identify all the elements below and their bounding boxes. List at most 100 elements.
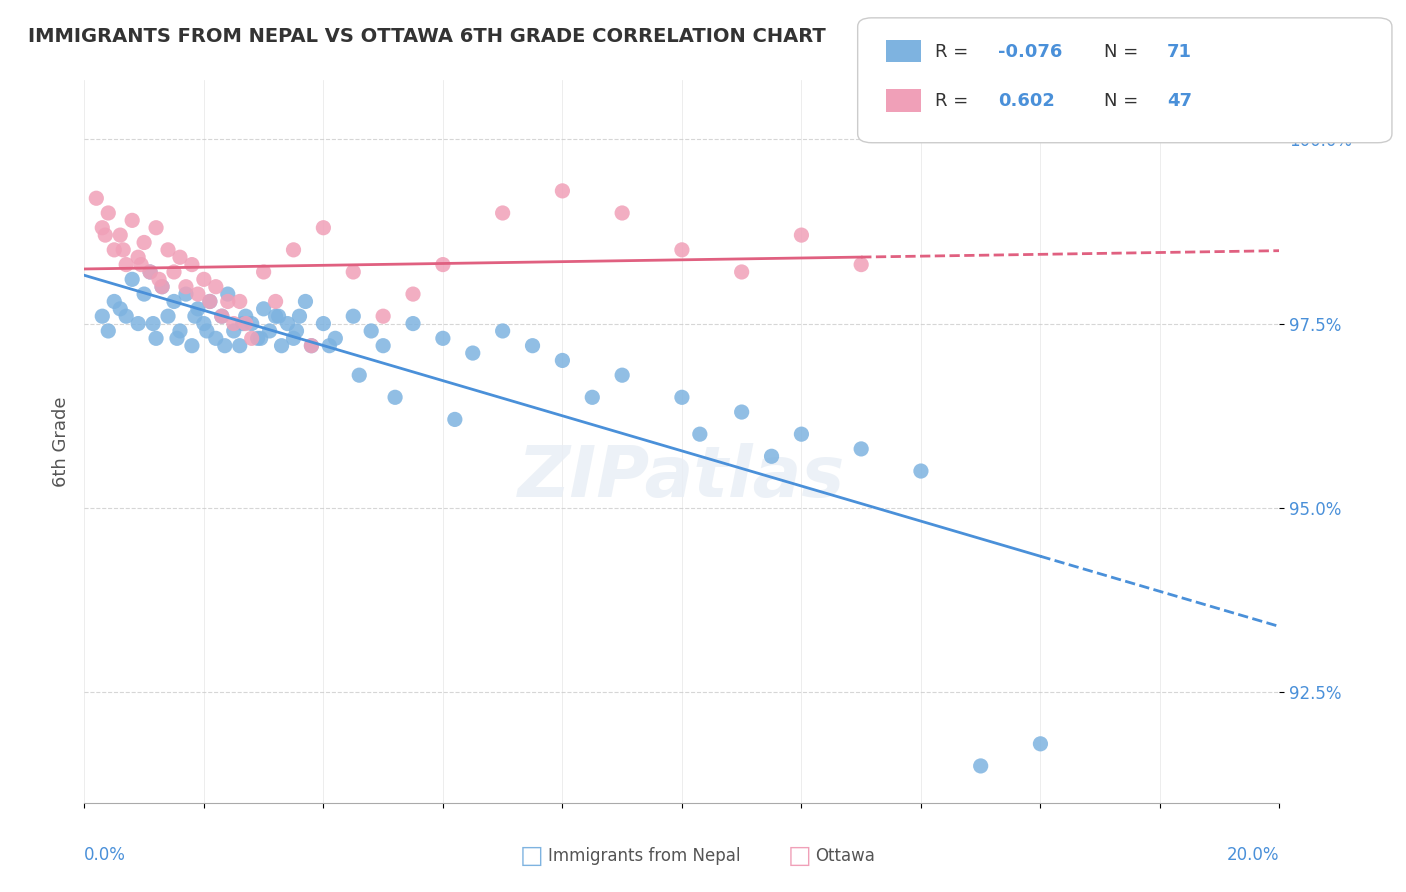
- Point: [249, 331, 271, 345]
- Point: [139, 265, 162, 279]
- Point: [264, 294, 287, 309]
- Point: [349, 368, 371, 383]
- Point: [731, 405, 754, 419]
- Point: [581, 390, 603, 404]
- Point: [110, 301, 132, 316]
- Text: 0.0%: 0.0%: [84, 847, 127, 864]
- Point: [163, 294, 186, 309]
- Point: [689, 427, 711, 442]
- Point: [229, 294, 252, 309]
- Point: [384, 390, 406, 404]
- Point: [222, 317, 245, 331]
- Text: ZIPatlas: ZIPatlas: [519, 443, 845, 512]
- Point: [110, 228, 132, 243]
- Point: [851, 258, 873, 272]
- Point: [402, 317, 425, 331]
- Point: [97, 206, 120, 220]
- Point: [198, 294, 221, 309]
- Text: R =: R =: [935, 92, 974, 110]
- Point: [94, 228, 117, 243]
- Point: [970, 759, 993, 773]
- Point: [461, 346, 484, 360]
- Point: [211, 309, 233, 323]
- Point: [127, 317, 149, 331]
- Point: [851, 442, 873, 456]
- Point: [193, 317, 215, 331]
- Text: 0.602: 0.602: [998, 92, 1054, 110]
- Point: [103, 294, 125, 309]
- Point: [169, 250, 191, 264]
- Point: [267, 309, 290, 323]
- Point: [132, 235, 156, 250]
- Text: 47: 47: [1167, 92, 1192, 110]
- Point: [86, 191, 108, 205]
- Point: [264, 309, 287, 323]
- Point: [166, 331, 188, 345]
- Point: [240, 331, 263, 345]
- Point: [235, 309, 257, 323]
- Text: Source: ZipAtlas.com: Source: ZipAtlas.com: [1230, 27, 1378, 41]
- Text: N =: N =: [1104, 43, 1143, 61]
- Point: [1029, 737, 1052, 751]
- Point: [373, 339, 395, 353]
- Point: [115, 258, 138, 272]
- Point: [492, 206, 515, 220]
- Point: [97, 324, 120, 338]
- Point: [150, 279, 173, 293]
- Point: [148, 272, 170, 286]
- Point: [342, 265, 364, 279]
- Point: [283, 243, 305, 257]
- Text: 20.0%: 20.0%: [1227, 847, 1279, 864]
- Point: [157, 243, 180, 257]
- Point: [288, 309, 311, 323]
- Point: [671, 390, 693, 404]
- Point: [205, 279, 228, 293]
- Text: Ottawa: Ottawa: [815, 847, 876, 865]
- Point: [195, 324, 218, 338]
- Point: [112, 243, 135, 257]
- Text: -0.076: -0.076: [998, 43, 1063, 61]
- Point: [342, 309, 364, 323]
- Point: [301, 339, 323, 353]
- Text: IMMIGRANTS FROM NEPAL VS OTTAWA 6TH GRADE CORRELATION CHART: IMMIGRANTS FROM NEPAL VS OTTAWA 6TH GRAD…: [28, 27, 825, 45]
- Point: [121, 213, 143, 227]
- Point: [246, 331, 269, 345]
- Point: [312, 220, 335, 235]
- Point: [127, 250, 149, 264]
- Point: [253, 301, 276, 316]
- Text: N =: N =: [1104, 92, 1143, 110]
- Point: [229, 339, 252, 353]
- Text: 71: 71: [1167, 43, 1192, 61]
- Point: [790, 228, 813, 243]
- Point: [253, 265, 276, 279]
- Point: [360, 324, 382, 338]
- Text: Immigrants from Nepal: Immigrants from Nepal: [548, 847, 741, 865]
- Y-axis label: 6th Grade: 6th Grade: [52, 396, 70, 487]
- Point: [193, 272, 215, 286]
- Point: [169, 324, 191, 338]
- Point: [103, 243, 125, 257]
- Point: [181, 339, 204, 353]
- Point: [91, 309, 114, 323]
- Point: [283, 331, 305, 345]
- Point: [157, 309, 180, 323]
- Point: [402, 287, 425, 301]
- Point: [325, 331, 347, 345]
- Point: [522, 339, 544, 353]
- Point: [612, 206, 634, 220]
- Point: [318, 339, 340, 353]
- Point: [301, 339, 323, 353]
- Point: [312, 317, 335, 331]
- Point: [139, 265, 162, 279]
- Point: [181, 258, 204, 272]
- Point: [294, 294, 316, 309]
- Point: [910, 464, 932, 478]
- Point: [612, 368, 634, 383]
- Point: [163, 265, 186, 279]
- Point: [222, 324, 245, 338]
- Text: □: □: [787, 845, 811, 868]
- Point: [205, 331, 228, 345]
- Point: [217, 287, 239, 301]
- Point: [432, 331, 454, 345]
- Point: [115, 309, 138, 323]
